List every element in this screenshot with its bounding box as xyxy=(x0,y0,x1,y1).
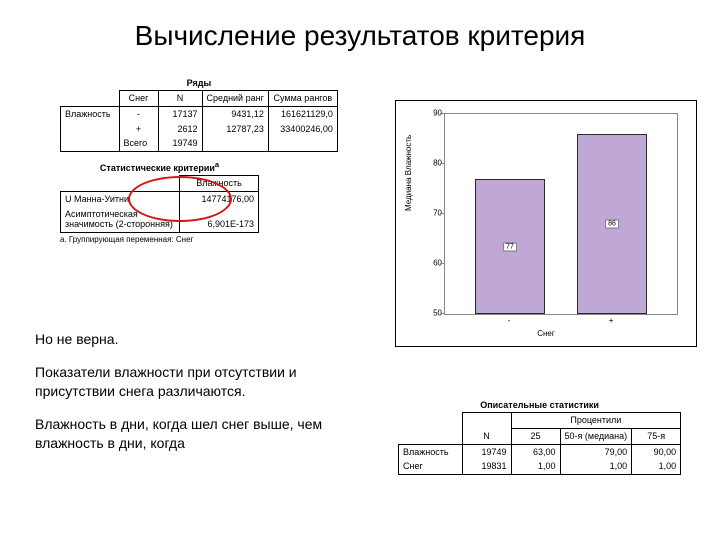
table-cell: 12787,23 xyxy=(202,122,268,137)
desc-h-n: N xyxy=(462,413,511,445)
descriptives-region: Описательные статистики N Процентили 25 … xyxy=(398,400,681,475)
table-cell: 19831 xyxy=(462,459,511,474)
criteria-table-region: Статистические критерииa Влажность U Ман… xyxy=(60,160,259,244)
ranks-table-region: Ряды Снег N Средний ранг Сумма рангов Вл… xyxy=(60,78,338,152)
descriptives-caption: Описательные статистики xyxy=(398,400,681,410)
chart-bar-value: 86 xyxy=(605,220,619,229)
desc-h-75: 75-я xyxy=(632,428,681,444)
para-2: Показатели влажности при отсутствии и пр… xyxy=(35,363,365,401)
slide-title: Вычисление результатов критерия xyxy=(0,20,720,52)
table-cell: - xyxy=(119,106,158,121)
table-cell: Всего xyxy=(119,136,158,151)
table-cell: 33400246,00 xyxy=(268,122,337,137)
table-cell: + xyxy=(119,122,158,137)
criteria-val-p: 6,901E-173 xyxy=(180,207,259,233)
criteria-caption: Статистические критерииa xyxy=(60,160,259,173)
desc-h-25: 25 xyxy=(511,428,560,444)
ranks-h-sum: Сумма рангов xyxy=(268,91,337,107)
criteria-col: Влажность xyxy=(180,176,259,192)
chart-bar: 86 xyxy=(577,134,647,314)
chart-bar: 77 xyxy=(475,179,545,314)
desc-h-50: 50-я (медиана) xyxy=(560,428,632,444)
table-cell: 2612 xyxy=(158,122,202,137)
bar-chart: Медиана Влажность 7786 Снег 5060708090-+ xyxy=(395,100,697,347)
table-cell: 90,00 xyxy=(632,444,681,459)
criteria-label-p: Асимптотическая значимость (2-сторонняя) xyxy=(61,207,180,233)
table-cell xyxy=(202,136,268,151)
table-cell: 161621129,0 xyxy=(268,106,337,121)
chart-xtick: - xyxy=(489,316,529,325)
table-cell: 1,00 xyxy=(632,459,681,474)
criteria-label-u: U Манна-Уитни xyxy=(61,191,180,206)
criteria-footnote: a. Группирующая переменная: Снег xyxy=(60,235,259,244)
descriptives-table: N Процентили 25 50-я (медиана) 75-я Влаж… xyxy=(398,412,681,475)
table-cell: 17137 xyxy=(158,106,202,121)
criteria-val-u: 14774176,00 xyxy=(180,191,259,206)
ranks-h-n: N xyxy=(158,91,202,107)
ranks-var: Влажность xyxy=(61,106,120,151)
plot-area: 77 86 xyxy=(444,113,678,315)
table-cell: 19749 xyxy=(158,136,202,151)
ranks-h-snow: Снег xyxy=(119,91,158,107)
chart-xtick: + xyxy=(591,316,631,325)
desc-h-perc: Процентили xyxy=(511,413,681,429)
chart-xlabel: Снег xyxy=(396,329,696,338)
para-1: Но не верна. xyxy=(35,330,365,349)
ranks-caption: Ряды xyxy=(60,78,338,88)
table-cell: 1,00 xyxy=(511,459,560,474)
chart-ylabel: Медиана Влажность xyxy=(404,135,413,211)
table-cell: 1,00 xyxy=(560,459,632,474)
body-text: Но не верна. Показатели влажности при от… xyxy=(35,330,365,466)
para-3: Влажность в дни, когда шел снег выше, че… xyxy=(35,415,365,453)
table-cell xyxy=(268,136,337,151)
ranks-table: Снег N Средний ранг Сумма рангов Влажнос… xyxy=(60,90,338,152)
table-cell: 9431,12 xyxy=(202,106,268,121)
chart-bar-value: 77 xyxy=(503,242,517,251)
table-cell: 79,00 xyxy=(560,444,632,459)
table-cell: Снег xyxy=(399,459,463,474)
table-cell: Влажность xyxy=(399,444,463,459)
table-cell: 63,00 xyxy=(511,444,560,459)
criteria-table: Влажность U Манна-Уитни 14774176,00 Асим… xyxy=(60,175,259,233)
ranks-h-mean: Средний ранг xyxy=(202,91,268,107)
table-cell: 19749 xyxy=(462,444,511,459)
